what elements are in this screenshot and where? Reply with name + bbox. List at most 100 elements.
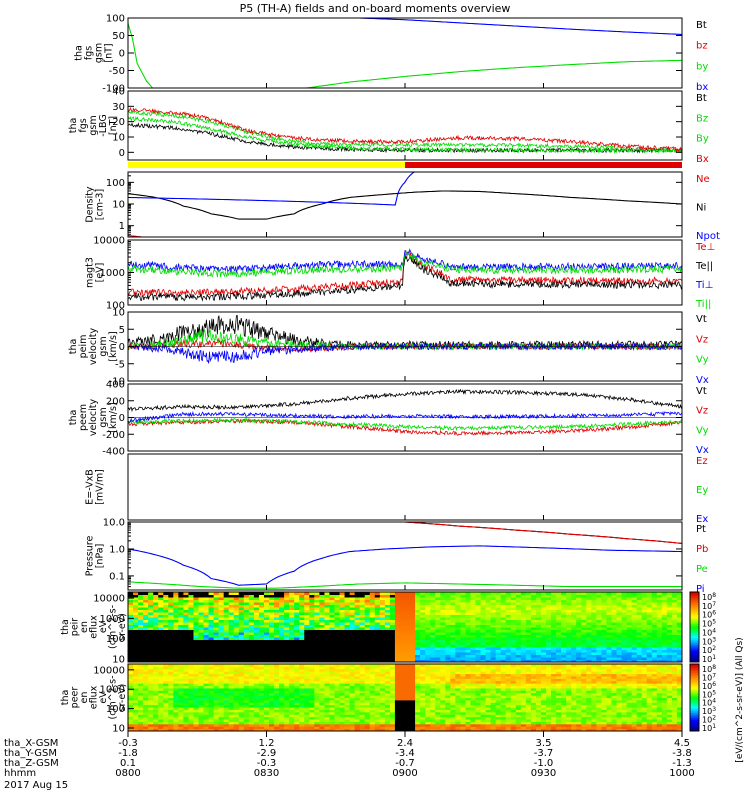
spectrogram-cell [359, 654, 366, 658]
spectrogram-cell [218, 594, 225, 598]
spectrogram-cell [198, 709, 205, 713]
spectrogram-cell [656, 652, 663, 655]
spectrogram-cell [671, 594, 678, 598]
spectrogram-cell [616, 614, 623, 618]
spectrogram-cell [223, 604, 230, 608]
spectrogram-cell [384, 602, 391, 605]
spectrogram-cell [379, 639, 386, 643]
spectrogram-cell [410, 719, 416, 722]
spectrogram-cell [208, 657, 215, 660]
spectrogram-cell [163, 675, 169, 679]
spectrogram-cell [616, 594, 623, 598]
spectrogram-cell [218, 716, 225, 720]
spectrogram-cell [258, 707, 265, 710]
spectrogram-cell [510, 639, 517, 643]
spectrogram-cell [425, 652, 431, 655]
spectrogram-cell [289, 617, 295, 620]
spectrogram-cell [405, 604, 411, 608]
spectrogram-cell [198, 607, 205, 610]
spectrogram-cell [279, 666, 285, 670]
spectrogram-cell [263, 597, 270, 600]
spectrogram-cell [379, 704, 386, 708]
spectrogram-cell [208, 634, 215, 638]
spectrogram-cell [581, 657, 587, 660]
spectrogram-cell [128, 711, 134, 715]
spectrogram-cell [178, 612, 184, 615]
spectrogram-cell [309, 687, 315, 691]
spectrogram-cell [304, 697, 310, 701]
spectrogram-cell [269, 634, 275, 638]
spectrogram-cell [213, 649, 220, 653]
spectrogram-cell [213, 652, 220, 655]
spectrogram-cell [289, 675, 295, 679]
spectrogram-cell [656, 634, 663, 638]
y-axis-label-line: [km/s] [108, 402, 119, 432]
spectrogram-cell [465, 644, 471, 648]
spectrogram-cell [188, 609, 194, 613]
spectrogram-cell [359, 671, 366, 675]
spectrogram-cell [168, 609, 174, 613]
spectrogram-cell [183, 657, 189, 660]
spectrogram-cell [183, 599, 189, 603]
spectrogram-cell [374, 604, 381, 608]
spectrogram-cell [284, 692, 290, 696]
legend-Ti⊥: Ti⊥ [695, 280, 713, 291]
spectrogram-cell [415, 659, 421, 663]
spectrogram-cell [274, 619, 280, 623]
spectrogram-cell [263, 714, 270, 718]
spectrogram-cell [354, 654, 361, 658]
spectrogram-cell [621, 594, 628, 598]
spectrogram-cell [540, 612, 547, 615]
spectrogram-cell [263, 619, 270, 623]
spectrogram-cell [384, 629, 391, 633]
spectrogram-cell [243, 637, 250, 640]
spectrogram-cell [369, 624, 376, 628]
spectrogram-cell [228, 683, 235, 687]
spectrogram-cell [263, 647, 270, 650]
spectrogram-cell [374, 622, 381, 625]
spectrogram-cell [248, 659, 255, 663]
spectrogram-cell [651, 614, 658, 618]
spectrogram-cell [208, 622, 215, 625]
spectrogram-cell [319, 680, 325, 684]
spectrogram-cell [173, 622, 179, 625]
spectrogram-cell [611, 627, 618, 630]
spectrogram-cell [309, 654, 315, 658]
spectrogram-cell [193, 704, 200, 708]
y-tick-label: 20 [112, 117, 125, 128]
spectrogram-cell [168, 617, 174, 620]
spectrogram-cell [515, 624, 522, 628]
spectrogram-cell [495, 609, 502, 613]
spectrogram-cell [233, 632, 240, 635]
spectrogram-cell [410, 702, 416, 706]
spectrogram-cell [379, 695, 386, 698]
spectrogram-cell [364, 716, 371, 720]
spectrogram-cell [525, 654, 532, 658]
spectrogram-cell [299, 604, 305, 608]
spectrogram-cell [133, 634, 139, 638]
spectrogram-cell [309, 629, 315, 633]
spectrogram-cell [561, 657, 567, 660]
spectrogram-cell [274, 714, 280, 718]
spectrogram-cell [525, 644, 532, 648]
spectrogram-cell [420, 619, 426, 623]
spectrogram-cell [173, 666, 179, 670]
spectrogram-cell [228, 594, 235, 598]
spectrogram-cell [470, 599, 477, 603]
spectrogram-cell [415, 609, 421, 613]
spectrogram-cell [258, 652, 265, 655]
spectrogram-cell [354, 594, 361, 598]
spectrogram-cell [183, 726, 189, 730]
spectrogram-cell [394, 699, 401, 703]
spectrogram-cell [299, 666, 305, 670]
spectrogram-cell [178, 671, 184, 675]
spectrogram-cell [450, 594, 456, 598]
spectrogram-cell [218, 675, 225, 679]
spectrogram-cell [510, 647, 517, 650]
spectrogram-cell [520, 617, 527, 620]
spectrogram-cell [183, 597, 189, 600]
spectrogram-cell [324, 709, 330, 713]
spectrogram-cell [425, 627, 431, 630]
spectrogram-cell [243, 690, 250, 694]
spectrogram-cell [334, 709, 341, 713]
